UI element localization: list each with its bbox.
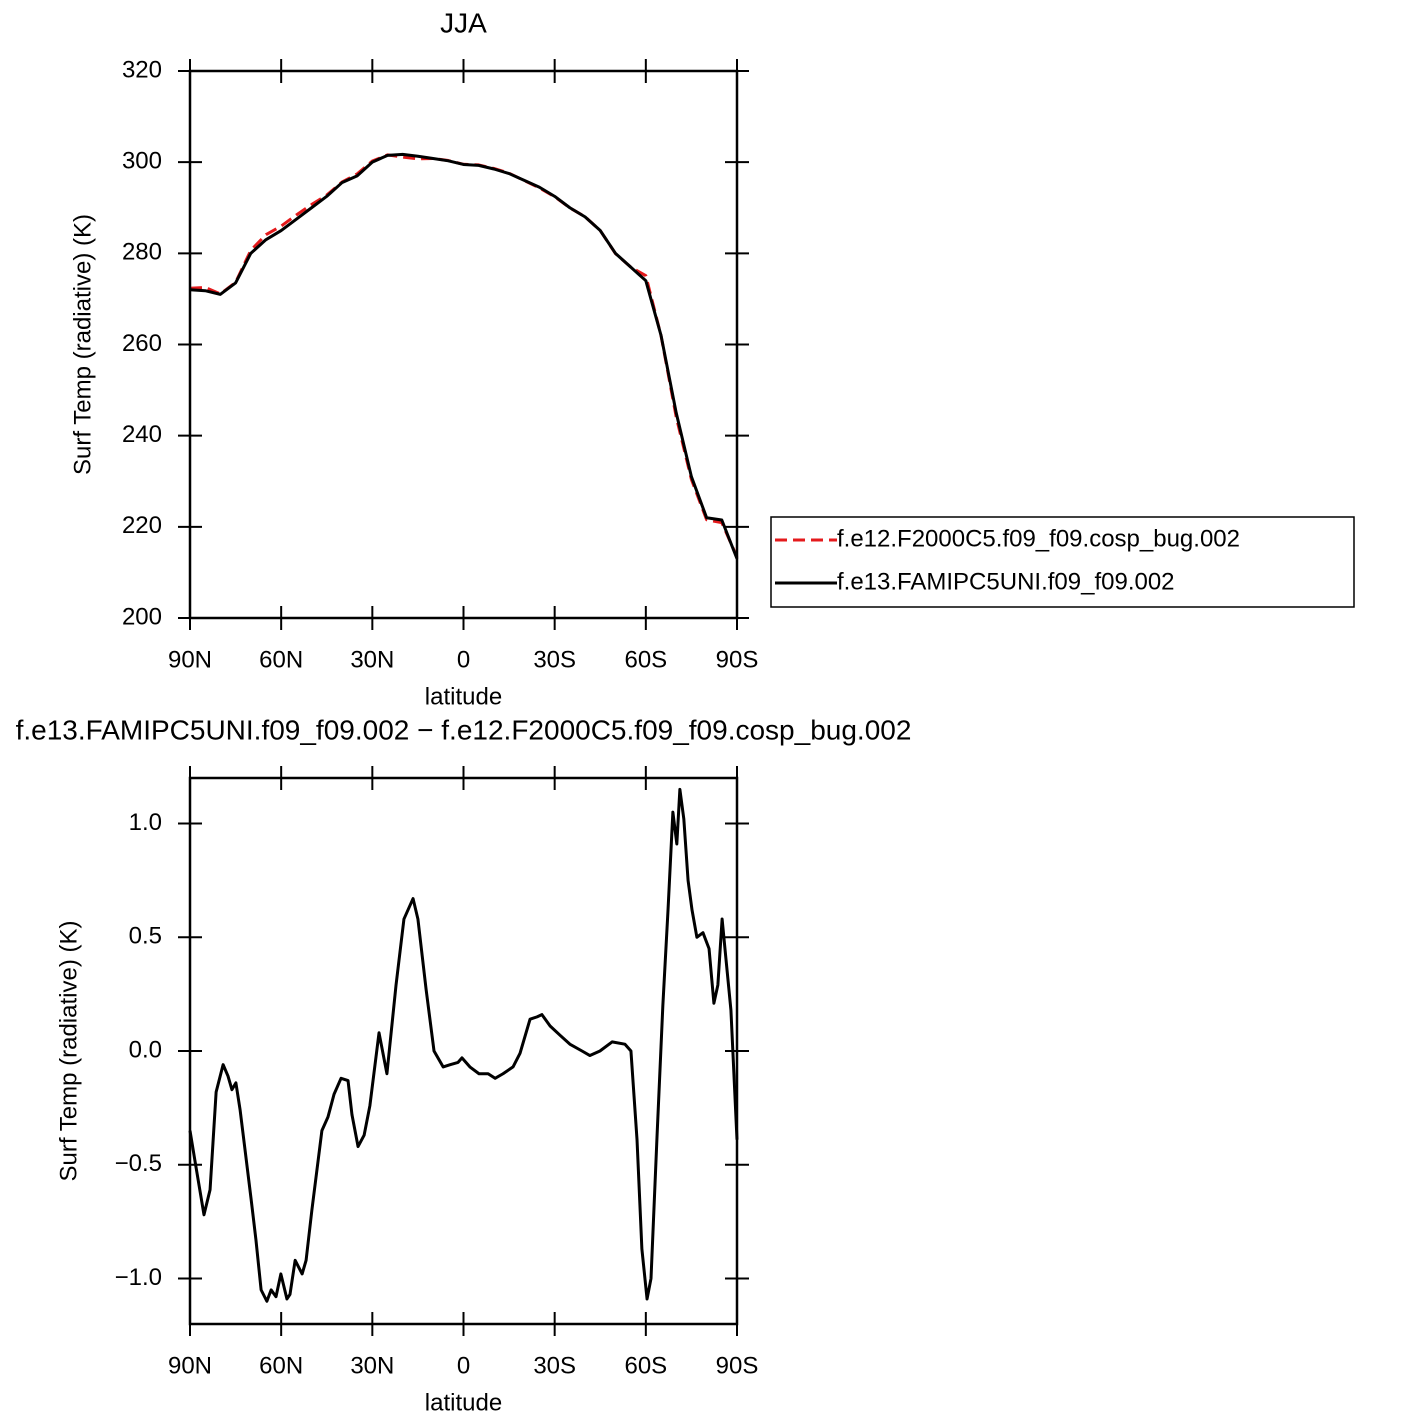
y-tick-label: 0.5 — [129, 923, 162, 950]
x-axis-title: latitude — [425, 683, 502, 710]
y-tick-label: 0.0 — [129, 1036, 162, 1063]
x-tick-label: 0 — [457, 646, 470, 673]
x-tick-label: 30S — [533, 646, 576, 673]
x-tick-label: 60N — [259, 1352, 303, 1379]
y-tick-label: 1.0 — [129, 809, 162, 836]
chart-title: f.e13.FAMIPC5UNI.f09_f09.002 − f.e12.F20… — [16, 714, 912, 745]
x-tick-label: 90S — [716, 646, 759, 673]
y-tick-label: 300 — [122, 148, 162, 175]
x-tick-label: 30S — [533, 1352, 576, 1379]
y-axis-title: Surf Temp (radiative) (K) — [69, 214, 96, 475]
x-tick-label: 60S — [624, 646, 667, 673]
y-tick-label: 280 — [122, 239, 162, 266]
x-tick-label: 60N — [259, 646, 303, 673]
y-tick-label: 320 — [122, 56, 162, 83]
y-tick-label: 220 — [122, 512, 162, 539]
y-tick-label: 240 — [122, 421, 162, 448]
y-tick-label: −1.0 — [115, 1264, 162, 1291]
plot-frame — [188, 776, 739, 1326]
plot-frame — [188, 69, 739, 620]
x-tick-label: 90N — [168, 646, 212, 673]
y-tick-label: 260 — [122, 330, 162, 357]
y-axis-title: Surf Temp (radiative) (K) — [55, 921, 82, 1182]
x-tick-label: 0 — [457, 1352, 470, 1379]
legend-label: f.e12.F2000C5.f09_f09.cosp_bug.002 — [837, 525, 1240, 552]
x-tick-label: 30N — [350, 1352, 394, 1379]
x-axis-title: latitude — [425, 1389, 502, 1416]
data-line — [189, 152, 739, 560]
data-line — [188, 787, 739, 1303]
data-line — [189, 153, 739, 558]
x-tick-label: 30N — [350, 646, 394, 673]
y-tick-label: 200 — [122, 603, 162, 630]
chart-title: JJA — [440, 7, 487, 38]
x-tick-label: 90S — [716, 1352, 759, 1379]
legend-box — [770, 516, 1355, 608]
legend-label: f.e13.FAMIPC5UNI.f09_f09.002 — [837, 568, 1175, 595]
x-tick-label: 60S — [624, 1352, 667, 1379]
y-tick-label: −0.5 — [115, 1150, 162, 1177]
x-tick-label: 90N — [168, 1352, 212, 1379]
